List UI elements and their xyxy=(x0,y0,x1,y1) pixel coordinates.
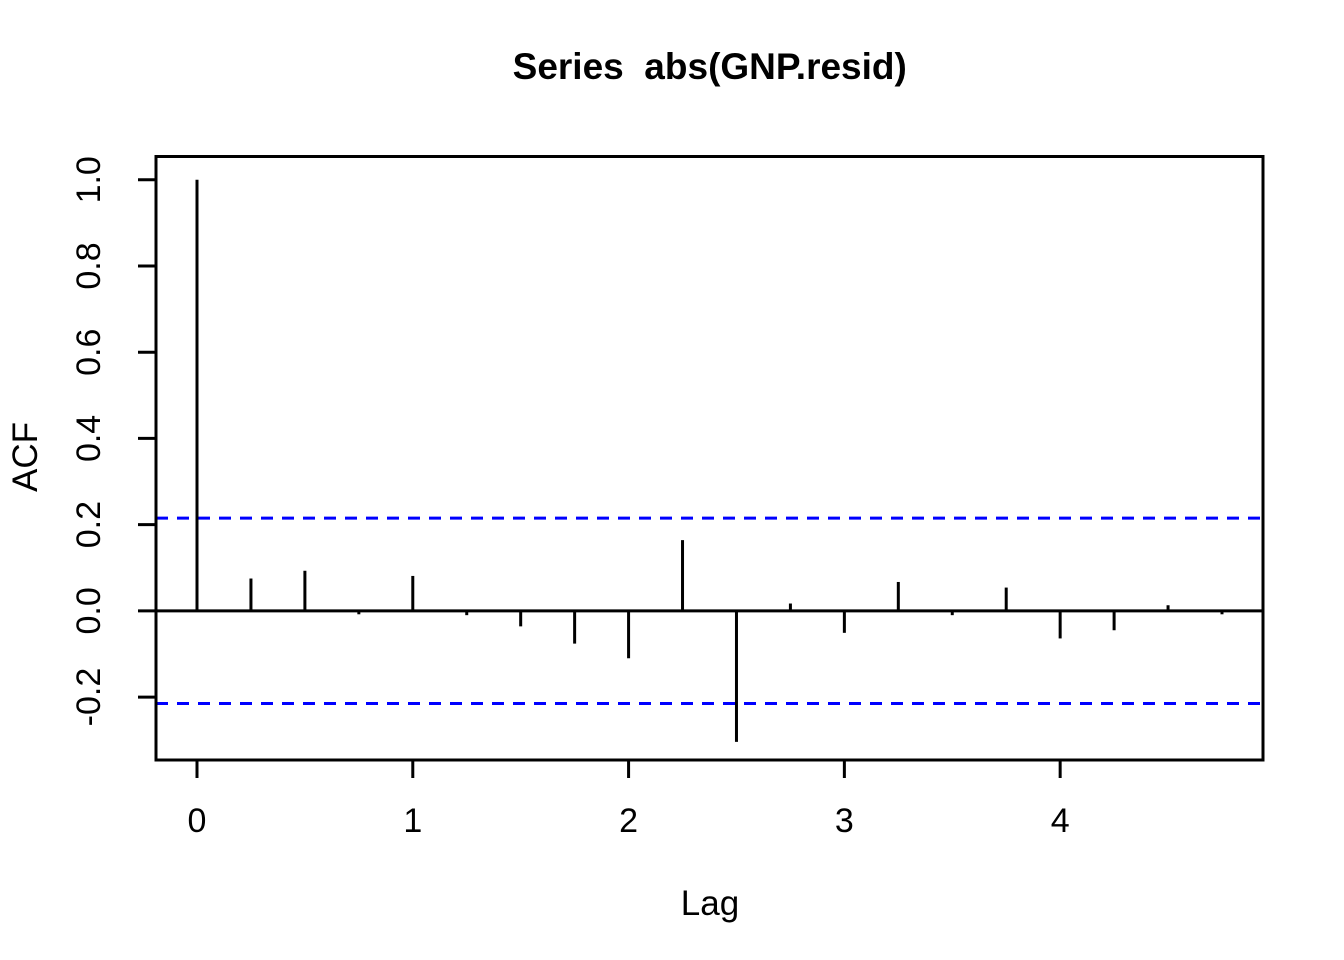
y-tick-label: 0.8 xyxy=(70,242,108,289)
y-tick-label: 1.0 xyxy=(70,156,108,203)
y-tick-label: 0.2 xyxy=(70,501,108,548)
x-tick-label: 2 xyxy=(619,802,638,840)
y-axis-label: ACF xyxy=(6,422,45,492)
confidence-lines xyxy=(156,516,1263,706)
acf-spikes xyxy=(195,179,1224,742)
x-tick-label: 0 xyxy=(188,802,207,840)
y-axis-ticks: -0.2 0.0 0.2 0.4 0.6 0.8 1.0 xyxy=(70,156,156,726)
x-tick-label: 3 xyxy=(835,802,854,840)
chart-title: Series abs(GNP.resid) xyxy=(513,46,907,87)
x-axis-label: Lag xyxy=(681,884,739,923)
y-tick-label: -0.2 xyxy=(70,668,108,727)
plot-frame xyxy=(154,155,1265,762)
x-tick-label: 4 xyxy=(1051,802,1070,840)
y-tick-label: 0.0 xyxy=(70,587,108,634)
x-tick-label: 1 xyxy=(403,802,422,840)
y-tick-label: 0.4 xyxy=(70,415,108,462)
y-tick-label: 0.6 xyxy=(70,329,108,376)
x-axis-ticks: 0 1 2 3 4 xyxy=(188,760,1070,840)
